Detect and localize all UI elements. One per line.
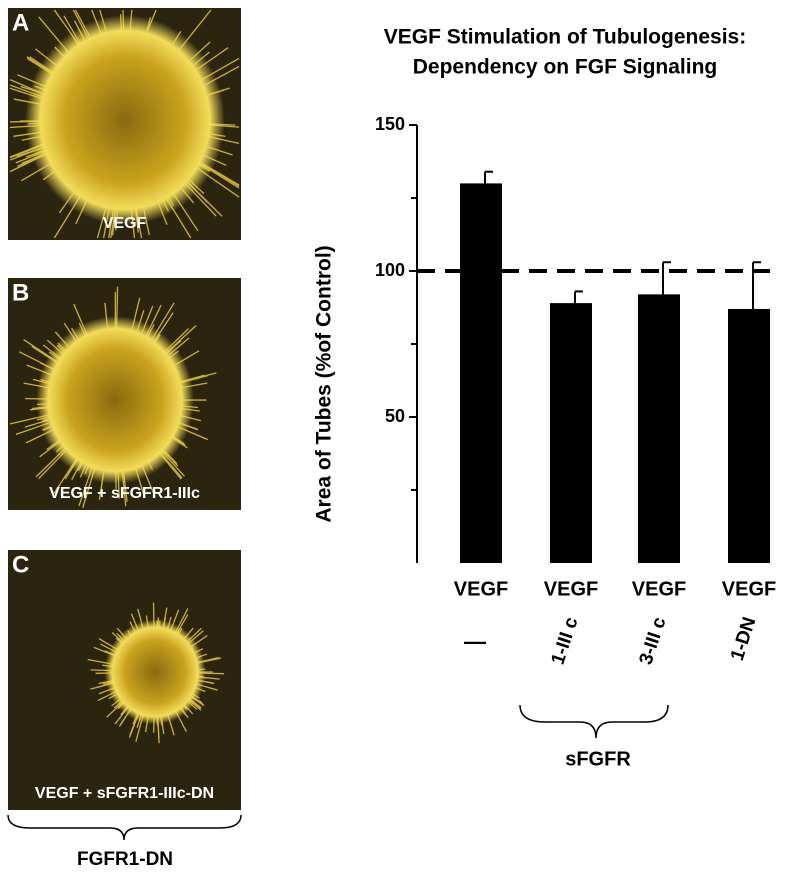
brace <box>8 815 241 840</box>
bar <box>728 309 770 563</box>
chart-title: Dependency on FGF Signaling <box>413 56 718 79</box>
panel-letter: B <box>12 279 29 306</box>
panel-letter: C <box>12 551 29 578</box>
y-tick-label: 50 <box>385 406 405 426</box>
x-sublabel: 1-DN <box>727 615 761 664</box>
x-sublabel: — <box>464 629 486 654</box>
x-sublabel: 1-III c <box>548 614 583 667</box>
x-tick-label: VEGF <box>632 578 686 600</box>
panel-caption: VEGF + sFGFR1-IIIc-DN <box>35 785 214 802</box>
x-sublabel: 3-III c <box>636 614 671 667</box>
panel-caption: VEGF + sFGFR1-IIIc <box>49 485 200 502</box>
panel-letter: A <box>12 9 29 36</box>
group-label: sFGFR <box>565 748 631 770</box>
panel-caption: VEGF <box>103 215 147 232</box>
spheroid <box>36 316 194 484</box>
bar <box>638 294 680 563</box>
y-axis-label: Area of Tubes (%of Control) <box>313 245 336 522</box>
spheroid <box>105 620 206 725</box>
y-tick-label: 100 <box>375 260 405 280</box>
group-label: FGFR1-DN <box>77 849 173 870</box>
spheroid <box>25 15 225 225</box>
chart-title: VEGF Stimulation of Tubulogenesis: <box>384 26 746 49</box>
bar <box>460 183 502 563</box>
x-tick-label: VEGF <box>544 578 598 600</box>
bar <box>550 303 592 563</box>
x-tick-label: VEGF <box>722 578 776 600</box>
brace <box>520 705 668 738</box>
x-tick-label: VEGF <box>454 578 508 600</box>
y-tick-label: 150 <box>375 114 405 134</box>
